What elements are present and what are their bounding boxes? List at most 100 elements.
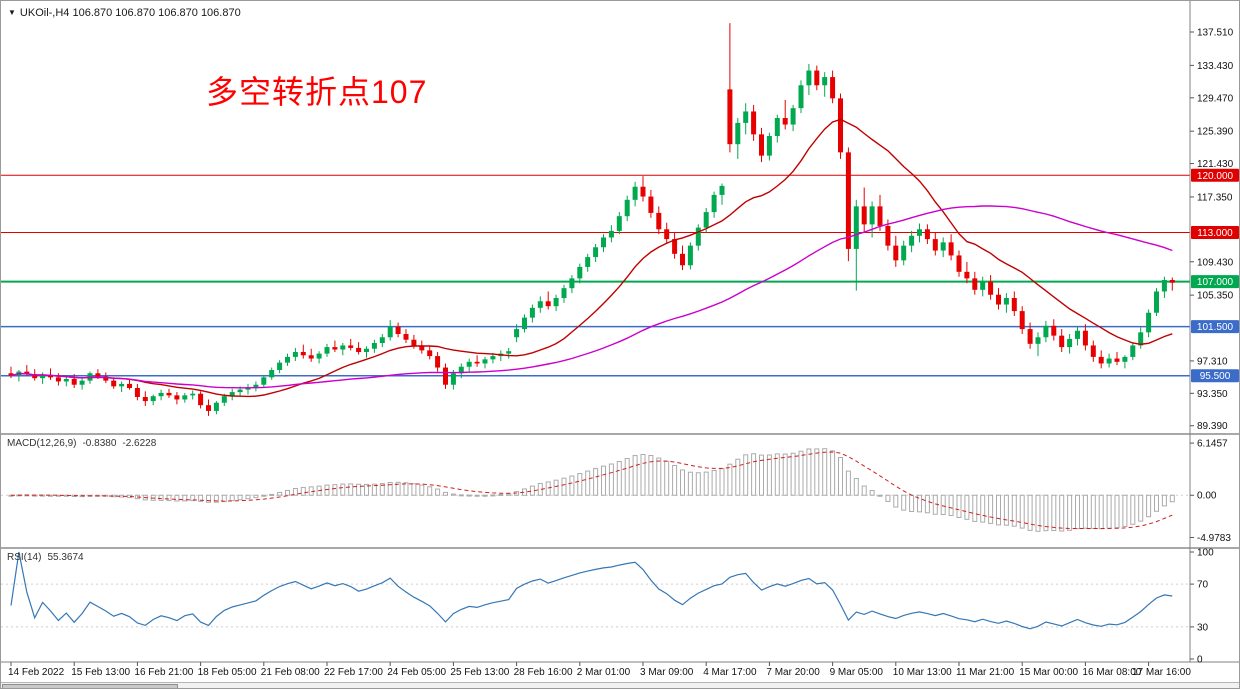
price-tick-label: 117.350: [1197, 192, 1233, 203]
macd-histogram-bar: [206, 494, 211, 503]
rsi-panel-label: RSI(14) 55.3674: [7, 552, 90, 563]
macd-histogram-bar: [751, 453, 757, 496]
macd-histogram-bar: [553, 479, 559, 496]
candle-body: [901, 245, 907, 261]
candle-body: [774, 118, 780, 136]
macd-histogram-bar: [814, 448, 820, 496]
macd-indicator-name: MACD(12,26,9): [7, 438, 77, 449]
chart-annotation[interactable]: 多空转折点107: [206, 74, 428, 110]
candle-body: [269, 370, 275, 378]
price-line-badge[interactable]: [1191, 168, 1239, 182]
candle-body: [1138, 332, 1144, 346]
macd-histogram-bar: [822, 448, 828, 496]
macd-histogram-bar: [292, 488, 298, 496]
macd-histogram-bar: [1130, 494, 1136, 525]
candle-body: [648, 196, 654, 213]
macd-histogram-bar: [711, 469, 717, 496]
candle-body: [782, 118, 788, 125]
macd-histogram-bar: [166, 494, 172, 502]
macd-histogram-bar: [48, 494, 53, 497]
macd-histogram-bar: [632, 455, 638, 496]
candle-body: [300, 352, 306, 356]
candle-body: [616, 216, 622, 231]
candle-body: [814, 70, 820, 86]
time-tick-label: 17 Mar 16:00: [1132, 667, 1191, 678]
macd-histogram-bar: [1059, 494, 1065, 532]
macd-histogram-bar: [1075, 494, 1080, 530]
macd-histogram-bar: [774, 453, 780, 496]
rsi-tick-label: 100: [1197, 548, 1214, 559]
macd-histogram-bar: [482, 494, 488, 497]
macd-histogram-bar: [869, 490, 875, 496]
candle-body: [348, 345, 354, 348]
macd-histogram-bar: [277, 491, 283, 496]
macd-histogram-bar: [766, 454, 772, 496]
time-tick-label: 14 Feb 2022: [8, 667, 65, 678]
candle-body: [403, 334, 409, 340]
macd-histogram-bar: [1035, 494, 1041, 532]
price-line-badge[interactable]: [1191, 369, 1239, 383]
macd-histogram-bar: [403, 482, 409, 496]
candle-body: [8, 373, 14, 376]
macd-histogram-bar: [695, 472, 701, 496]
price-tick-label: 137.510: [1197, 28, 1234, 39]
macd-histogram-bar: [221, 494, 227, 503]
candle-body: [221, 396, 227, 403]
macd-histogram-bar: [435, 488, 441, 496]
candle-body: [292, 352, 298, 357]
candle-body: [964, 271, 970, 279]
candle-body: [1003, 298, 1009, 305]
macd-histogram-bar: [261, 494, 267, 497]
macd-histogram-bar: [190, 494, 196, 502]
price-line-badge[interactable]: [1191, 226, 1239, 240]
panel-divider-main-macd[interactable]: [1, 433, 1240, 435]
candle-body: [450, 373, 456, 385]
time-tick-label: 15 Mar 00:00: [1019, 667, 1078, 678]
candle-body: [601, 237, 606, 248]
macd-tick-label: 6.1457: [1197, 439, 1228, 450]
macd-histogram-bar: [1027, 494, 1033, 531]
scrollbar-thumb[interactable]: [2, 684, 178, 688]
candle-body: [845, 152, 851, 249]
candle-body: [593, 247, 599, 258]
candle-body: [624, 199, 630, 217]
time-tick-label: 28 Feb 16:00: [514, 667, 573, 678]
macd-histogram-bar: [585, 470, 591, 496]
macd-tick-label: -4.9783: [1197, 533, 1231, 544]
macd-histogram-bar: [885, 494, 891, 502]
rsi-line: [10, 551, 1173, 630]
candle-body: [695, 227, 701, 246]
rsi-tick-label: 30: [1197, 622, 1209, 633]
candle-body: [371, 343, 377, 349]
macd-histogram-bar: [245, 494, 251, 500]
candle-body: [924, 229, 930, 240]
rsi-tick-label: 70: [1197, 580, 1209, 591]
candle-body: [735, 122, 741, 145]
macd-histogram-bar: [332, 484, 338, 496]
macd-histogram-bar: [364, 483, 369, 496]
time-tick-label: 22 Feb 17:00: [324, 667, 383, 678]
horizontal-scrollbar[interactable]: [1, 682, 1239, 688]
panel-divider-macd-rsi[interactable]: [1, 547, 1240, 549]
macd-histogram-bar: [1161, 494, 1167, 507]
macd-histogram-bar: [853, 478, 859, 496]
symbol-dropdown-icon[interactable]: ▼: [8, 8, 16, 17]
macd-histogram-bar: [158, 494, 164, 501]
time-tick-label: 18 Feb 05:00: [198, 667, 257, 678]
macd-histogram-bar: [1146, 494, 1152, 518]
candle-body: [569, 278, 575, 289]
candle-body: [150, 396, 156, 402]
macd-histogram-bar: [782, 453, 788, 496]
macd-histogram-bar: [1051, 494, 1057, 532]
price-line-badge[interactable]: [1191, 275, 1239, 289]
macd-histogram-bar: [569, 475, 575, 496]
macd-histogram-bar: [680, 469, 685, 496]
macd-histogram-bar: [1003, 494, 1009, 526]
price-line-badge[interactable]: [1191, 320, 1239, 334]
macd-histogram-bar: [719, 468, 725, 496]
macd-histogram-bar: [917, 494, 922, 513]
candle-body: [751, 111, 757, 135]
macd-histogram-bar: [877, 494, 883, 497]
